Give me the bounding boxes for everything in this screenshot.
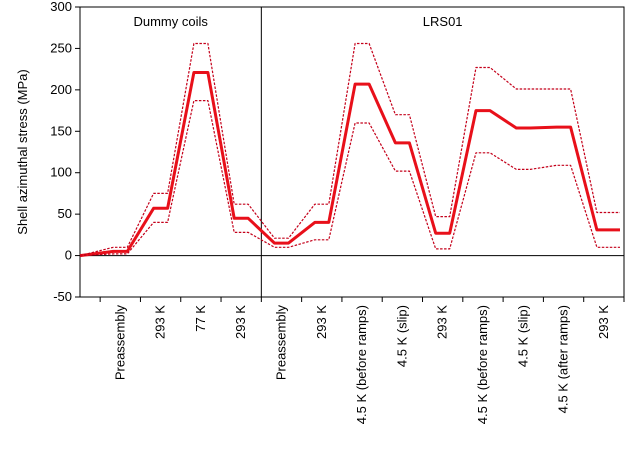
- panel-label-dummy-coils: Dummy coils: [133, 14, 208, 29]
- x-tick-label: 293 K: [435, 305, 450, 339]
- y-tick-label: 50: [58, 206, 72, 221]
- x-tick-label: 4.5 K (before ramps): [354, 305, 369, 424]
- x-tick-label: 4.5 K (slip): [394, 305, 409, 367]
- y-axis-title: Shell azimuthal stress (MPa): [15, 69, 30, 234]
- y-tick-label: 100: [50, 165, 72, 180]
- y-tick-label: 0: [65, 248, 72, 263]
- series-line-mean: [79, 71, 620, 258]
- x-tick-label: 293 K: [233, 305, 248, 339]
- plot-frame: [79, 6, 625, 298]
- y-tick-label: 150: [50, 123, 72, 138]
- y-tick-label: -50: [53, 289, 72, 304]
- x-tick-label: 293 K: [314, 305, 329, 339]
- x-tick-label: 77 K: [193, 305, 208, 332]
- x-axis: Preassembly 293 K 77 K 293 K Preassembly 293 …: [99, 297, 625, 424]
- y-tick-label: 200: [50, 82, 72, 97]
- x-tick-label: 4.5 K (after ramps): [556, 305, 571, 413]
- x-tick-label: 4.5 K (before ramps): [475, 305, 490, 424]
- series-line-bound-1: [79, 42, 620, 257]
- x-tick-label: Preassembly: [273, 305, 288, 381]
- x-tick-label: 293 K: [153, 305, 168, 339]
- y-tick-label: 250: [50, 40, 72, 55]
- series-line-bound-2: [79, 100, 620, 257]
- y-axis: -50 0 50 100 150 200 250 300: [50, 0, 80, 304]
- x-tick-label: Preassembly: [112, 305, 127, 381]
- series-layer: [79, 42, 620, 258]
- x-tick-label: 293 K: [596, 305, 611, 339]
- x-tick-label: 4.5 K (slip): [515, 305, 530, 367]
- panel-label-lrs01: LRS01: [423, 14, 463, 29]
- y-tick-label: 300: [50, 0, 72, 14]
